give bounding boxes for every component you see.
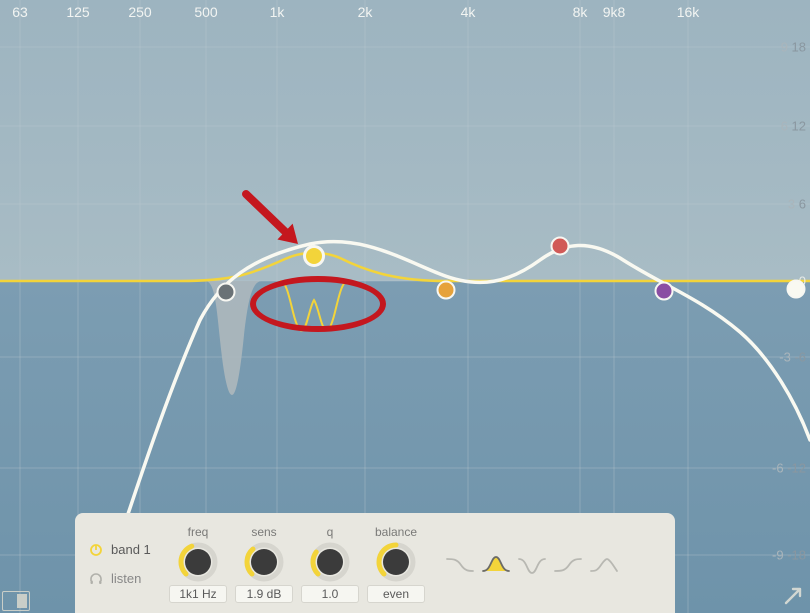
knob-label: freq bbox=[188, 525, 209, 539]
freq-label: 4k bbox=[461, 4, 476, 20]
knob-label: balance bbox=[375, 525, 417, 539]
freq-label: 500 bbox=[194, 4, 217, 20]
db-label: 3 6 bbox=[788, 197, 806, 212]
band-selector[interactable]: band 1 bbox=[89, 542, 159, 557]
freq-label: 63 bbox=[12, 4, 28, 20]
db-label: -3 -6 bbox=[779, 350, 806, 365]
knob-dial-q[interactable] bbox=[310, 542, 350, 582]
band-node-band-3[interactable] bbox=[437, 281, 456, 300]
filter-shape-highshelf[interactable] bbox=[553, 553, 583, 575]
filter-shape-bell[interactable] bbox=[481, 553, 511, 575]
db-label: -6 -12 bbox=[772, 461, 806, 476]
band-node-band-6[interactable] bbox=[787, 280, 806, 299]
filter-shape-lowshelf[interactable] bbox=[445, 553, 475, 575]
knob-sens: sens 1.9 dB bbox=[233, 525, 295, 603]
knob-label: sens bbox=[251, 525, 276, 539]
listen-toggle[interactable]: listen bbox=[89, 571, 159, 586]
band-label: band 1 bbox=[111, 542, 151, 557]
knob-value-q[interactable]: 1.0 bbox=[301, 585, 359, 603]
knob-label: q bbox=[327, 525, 334, 539]
db-label: 9 18 bbox=[781, 40, 806, 55]
knob-balance: balance even bbox=[365, 525, 427, 603]
knob-dial-balance[interactable] bbox=[376, 542, 416, 582]
band-node-band-5[interactable] bbox=[655, 282, 674, 301]
db-label: 6 12 bbox=[781, 119, 806, 134]
band-node-band-1[interactable] bbox=[217, 283, 236, 302]
freq-label: 125 bbox=[66, 4, 89, 20]
mini-meter[interactable] bbox=[2, 591, 30, 611]
knob-value-sens[interactable]: 1.9 dB bbox=[235, 585, 293, 603]
power-icon bbox=[89, 543, 103, 557]
knob-dial-freq[interactable] bbox=[178, 542, 218, 582]
freq-label: 250 bbox=[128, 4, 151, 20]
freq-label: 9k8 bbox=[603, 4, 626, 20]
band-control-panel: band 1 listen freq 1k1 Hzsens 1.9 dBq 1.… bbox=[75, 513, 675, 613]
filter-shape-notch[interactable] bbox=[517, 553, 547, 575]
knob-freq: freq 1k1 Hz bbox=[167, 525, 229, 603]
listen-label: listen bbox=[111, 571, 141, 586]
headphones-icon bbox=[89, 572, 103, 586]
filter-shape-cut[interactable] bbox=[589, 553, 619, 575]
freq-label: 8k bbox=[573, 4, 588, 20]
knob-dial-sens[interactable] bbox=[244, 542, 284, 582]
freq-label: 1k bbox=[270, 4, 285, 20]
band-node-band-4[interactable] bbox=[551, 237, 570, 256]
knob-value-balance[interactable]: even bbox=[367, 585, 425, 603]
filter-shape-selector bbox=[445, 553, 619, 575]
expand-icon[interactable] bbox=[780, 583, 806, 609]
freq-label: 16k bbox=[677, 4, 700, 20]
db-label: -9 -18 bbox=[772, 548, 806, 563]
knob-value-freq[interactable]: 1k1 Hz bbox=[169, 585, 227, 603]
band-node-band-2[interactable] bbox=[303, 245, 325, 267]
freq-label: 2k bbox=[358, 4, 373, 20]
knob-q: q 1.0 bbox=[299, 525, 361, 603]
